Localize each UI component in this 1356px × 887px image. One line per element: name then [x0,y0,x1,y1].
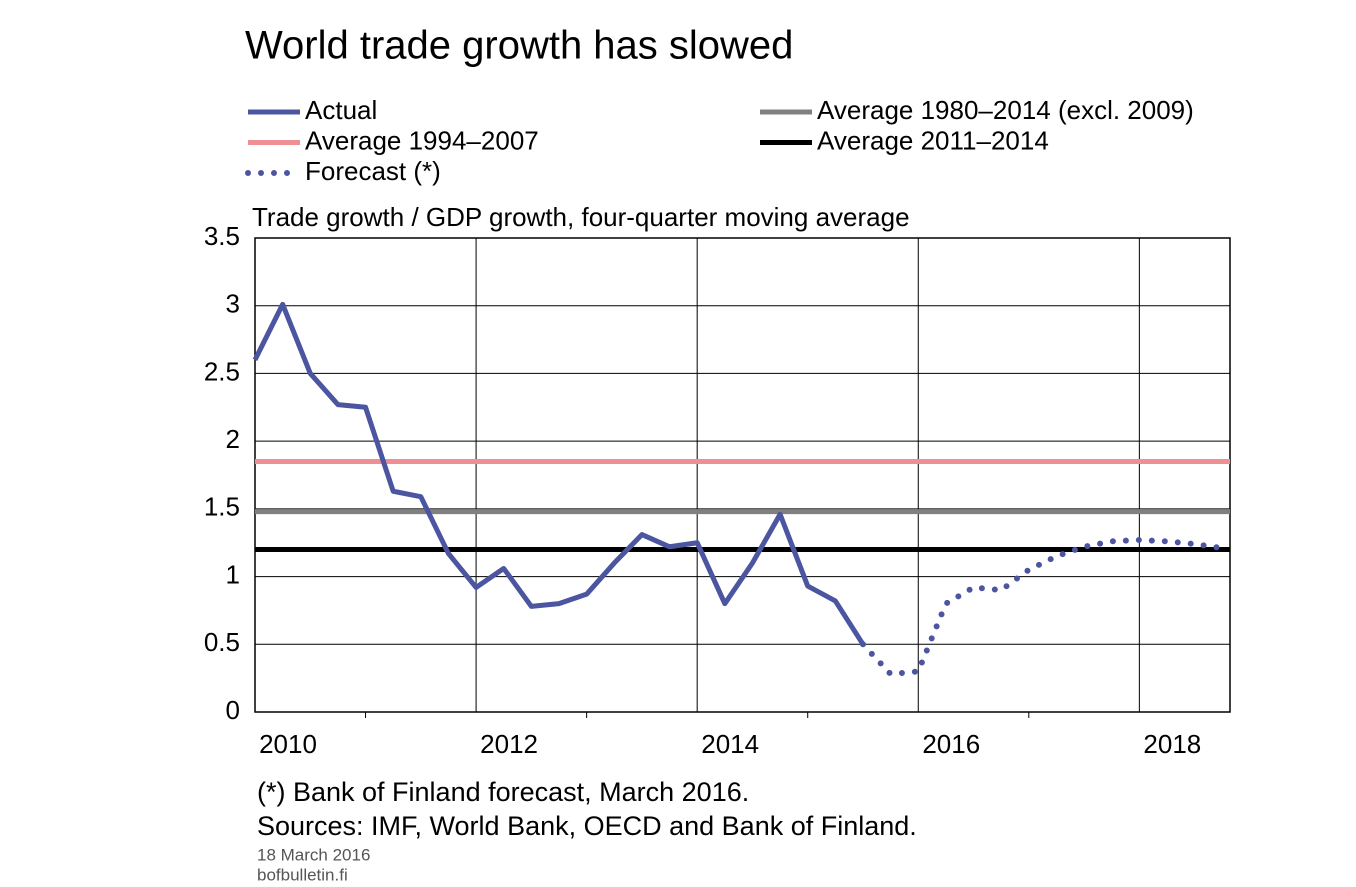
y-tick-label: 1.5 [204,492,240,522]
chart-subtitle: Trade growth / GDP growth, four-quarter … [252,202,910,232]
x-tick-label: 2018 [1143,729,1201,759]
x-tick-label: 2010 [259,729,317,759]
legend-label: Forecast (*) [305,156,441,186]
plot-frame [254,237,1231,713]
x-tick-label: 2016 [922,729,980,759]
y-tick-label: 3.5 [204,221,240,251]
y-tick-label: 3 [226,289,240,319]
actual-line [252,301,866,646]
footnote: (*) Bank of Finland forecast, March 2016… [257,777,749,807]
forecast-line [859,537,1226,678]
footnote: Sources: IMF, World Bank, OECD and Bank … [257,811,917,841]
x-tick-label: 2014 [701,729,759,759]
y-tick-label: 0 [226,695,240,725]
legend-label: Average 1994–2007 [305,125,539,155]
legend-label: Average 1980–2014 (excl. 2009) [817,95,1194,125]
legend-label: Average 2011–2014 [817,125,1049,155]
date: 18 March 2016 [257,845,370,864]
y-tick-label: 2 [226,424,240,454]
y-tick-label: 1 [226,559,240,589]
legend-label: Actual [305,95,377,125]
chart-title: World trade growth has slowed [245,24,793,68]
site: bofbulletin.fi [257,865,348,884]
x-tick-label: 2012 [480,729,538,759]
y-tick-label: 2.5 [204,356,240,386]
y-tick-label: 0.5 [204,627,240,657]
